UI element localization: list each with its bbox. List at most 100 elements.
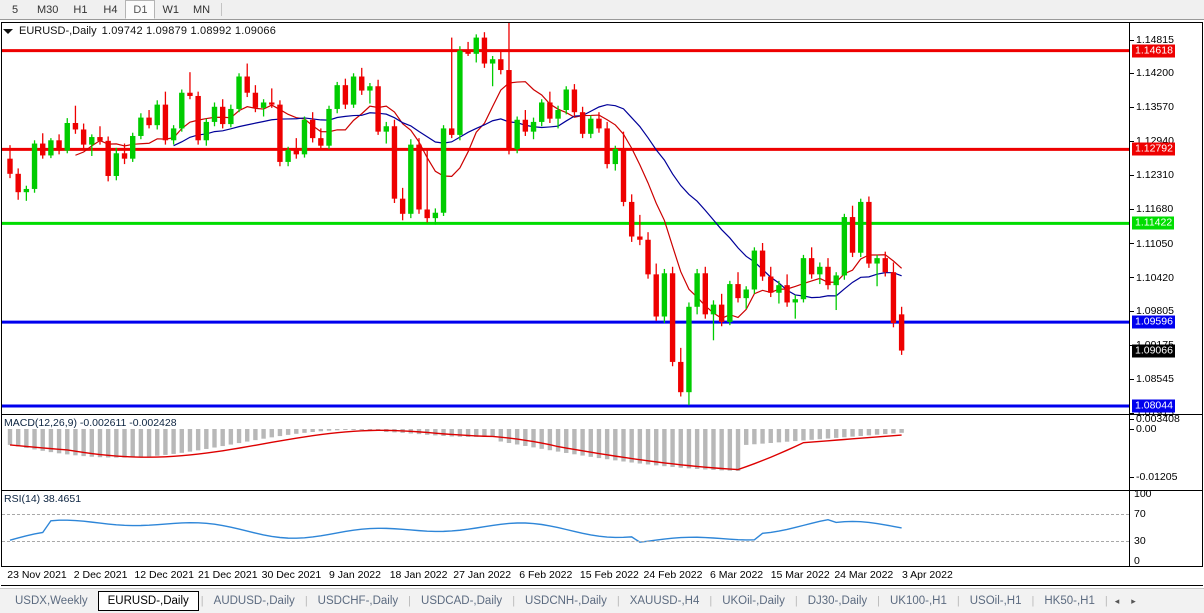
price-level-badge[interactable]: 1.11422 — [1132, 216, 1175, 230]
chart-tab-audusd-daily[interactable]: AUDUSD-,Daily — [213, 595, 295, 607]
price-tick: 1.11680 — [1130, 203, 1173, 215]
chart-tab-eurusd-daily[interactable]: EURUSD-,Daily — [97, 591, 199, 611]
price-tick-label: 1.14200 — [1136, 67, 1174, 80]
rsi-tick-label: 100 — [1134, 488, 1152, 500]
date-label: 15 Feb 2022 — [579, 569, 639, 581]
macd-tick-label: -0.01205 — [1136, 471, 1178, 483]
date-label: 27 Jan 2022 — [453, 569, 512, 581]
tick-mark — [1130, 418, 1134, 420]
chart-tab-ukoil-daily[interactable]: UKOil-,Daily — [722, 595, 785, 607]
rsi-tick: 30 — [1130, 535, 1146, 547]
price-tick: 1.11050 — [1130, 238, 1173, 250]
date-label: 2 Dec 2021 — [73, 569, 128, 581]
chart-tab-usdchf-daily[interactable]: USDCHF-,Daily — [317, 595, 399, 607]
tab-scroll-right-icon[interactable]: ▸ — [1131, 595, 1136, 606]
macd-tick: 0.00 — [1130, 423, 1156, 435]
price-tick: 1.08545 — [1130, 373, 1174, 385]
chart-tab-dj30-daily[interactable]: DJ30-,Daily — [807, 595, 868, 607]
date-label: 12 Dec 2021 — [134, 569, 194, 581]
date-label: 9 Jan 2022 — [329, 569, 381, 581]
rsi-axis: 100 70 30 0 — [1130, 488, 1204, 567]
tick-mark — [1130, 72, 1134, 74]
tab-divider: | — [877, 595, 880, 607]
rsi-tick-label: 30 — [1134, 534, 1146, 547]
date-label: 15 Mar 2022 — [770, 569, 830, 581]
tick-mark — [1130, 310, 1134, 312]
price-chart-pane[interactable] — [2, 23, 1129, 413]
macd-pane[interactable] — [2, 415, 1129, 488]
date-label: 24 Feb 2022 — [643, 569, 703, 581]
tab-divider: | — [304, 595, 308, 607]
tick-mark — [1130, 412, 1134, 414]
price-axis[interactable]: 1.14815 1.14200 1.13570 1.12940 1.12310 1.116… — [1130, 23, 1204, 419]
price-tick-label: 1.12310 — [1136, 169, 1174, 182]
price-pane-header: EURUSD-,Daily 1.09742 1.09879 1.08992 1.… — [3, 25, 276, 37]
price-tick: 1.10420 — [1130, 272, 1174, 284]
price-tick: 1.13570 — [1130, 101, 1174, 113]
chart-frame — [1, 22, 1203, 586]
price-level-badge[interactable]: 1.09596 — [1132, 315, 1175, 329]
tab-divider: | — [200, 595, 204, 607]
tick-mark — [1130, 277, 1134, 279]
toolbar-separator — [221, 3, 223, 16]
rsi-canvas — [9, 518, 902, 543]
price-level-badge[interactable]: 1.08044 — [1132, 399, 1175, 413]
price-level-badge[interactable]: 1.09066 — [1132, 344, 1175, 358]
tick-mark — [1130, 428, 1134, 430]
timeframe-button-m30[interactable]: M30 — [37, 3, 59, 16]
price-tick: 1.09805 — [1130, 305, 1174, 317]
chart-tab-usdx-weekly[interactable]: USDX,Weekly — [15, 595, 88, 607]
price-tick-label: 1.08545 — [1136, 372, 1174, 385]
chart-tab-usoil-h1[interactable]: USOil-,H1 — [969, 595, 1022, 607]
symbol-label: EURUSD-,Daily — [19, 25, 97, 37]
timeframe-button-h4[interactable]: H4 — [103, 3, 118, 16]
chart-tab-bar: USDX,Weekly EURUSD-,Daily | AUDUSD-,Daily | U… — [0, 588, 1204, 613]
timeframe-button-h1[interactable]: H1 — [73, 3, 88, 16]
price-level-badge[interactable]: 1.12792 — [1132, 142, 1175, 156]
chart-tab-usdcad-daily[interactable]: USDCAD-,Daily — [421, 595, 503, 607]
ohlc-values: 1.09742 1.09879 1.08992 1.09066 — [101, 25, 277, 37]
date-label: 6 Mar 2022 — [710, 569, 764, 581]
tick-mark — [1130, 141, 1134, 143]
tick-mark — [1130, 243, 1134, 245]
timeframe-toolbar: 5 M30 H1 H4 D1 W1 MN — [0, 0, 1204, 20]
collapse-caret-icon[interactable] — [3, 28, 13, 34]
tab-divider: | — [616, 595, 620, 607]
price-level-badge[interactable]: 1.14618 — [1132, 44, 1175, 58]
pane-separator-dates — [1, 566, 1203, 567]
timeframe-button-d1[interactable]: D1 — [125, 0, 156, 19]
tab-divider: | — [794, 595, 798, 607]
timeframe-button-5[interactable]: 5 — [11, 3, 19, 16]
price-tick-label: 1.11680 — [1136, 203, 1174, 216]
price-tick-label: 1.11050 — [1136, 237, 1174, 250]
macd-canvas — [7, 429, 904, 471]
tab-divider: | — [709, 595, 713, 607]
rsi-tick-label: 70 — [1134, 508, 1146, 521]
chart-tab-usdcnh-daily[interactable]: USDCNH-,Daily — [525, 595, 607, 607]
date-label: 21 Dec 2021 — [198, 569, 258, 581]
tick-mark — [1130, 378, 1134, 380]
chart-tab-uk100-h1[interactable]: UK100-,H1 — [889, 595, 947, 607]
pane-separator-rsi — [1, 490, 1203, 491]
chart-tab-hk50-h1[interactable]: HK50-,H1 — [1044, 595, 1095, 607]
date-axis[interactable]: 23 Nov 2021 2 Dec 2021 12 Dec 2021 21 Dec 2… — [1, 567, 1203, 585]
date-label: 18 Jan 2022 — [389, 569, 448, 581]
chart-tab-xauusd-h4[interactable]: XAUUSD-,H4 — [629, 595, 700, 607]
rsi-tick-label: 0 — [1134, 555, 1140, 567]
tab-scroll-left-icon[interactable]: ◂ — [1114, 595, 1120, 606]
date-label: 30 Dec 2021 — [261, 569, 322, 581]
tick-mark — [1130, 209, 1134, 211]
rsi-tick: 0 — [1130, 555, 1140, 567]
rsi-pane[interactable] — [2, 491, 1129, 564]
rsi-header: RSI(14) 38.4651 — [4, 493, 82, 505]
date-label: 3 Apr 2022 — [901, 569, 953, 581]
price-tick-label: 1.13570 — [1136, 101, 1174, 114]
price-tick: 1.12310 — [1130, 169, 1174, 181]
timeframe-button-w1[interactable]: W1 — [162, 3, 179, 16]
tick-mark — [1130, 175, 1134, 177]
timeframe-button-mn[interactable]: MN — [192, 3, 211, 16]
date-label: 23 Nov 2021 — [7, 569, 67, 581]
rsi-band-30 — [2, 540, 1129, 542]
macd-tick: 0.003408 — [1130, 413, 1180, 425]
